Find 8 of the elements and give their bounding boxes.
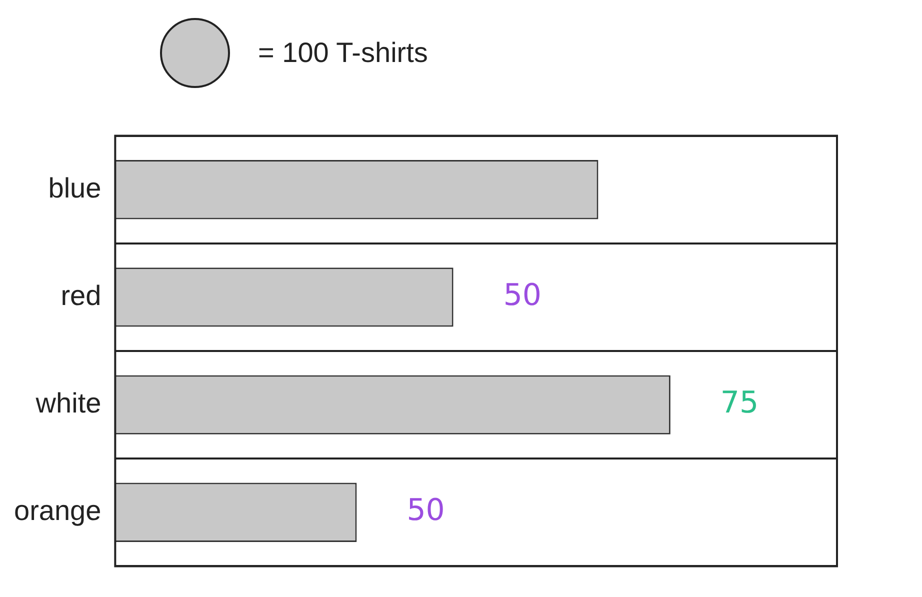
text: = 100 T-shirts: [258, 37, 428, 69]
annotation: 50: [503, 278, 542, 313]
y-tick-label: red: [60, 280, 102, 311]
y-tick-label: orange: [14, 495, 102, 526]
annotation: 75: [720, 386, 759, 421]
annotation: 50: [406, 493, 445, 528]
y-tick-label: white: [34, 388, 102, 419]
y-tick-label: blue: [48, 172, 102, 204]
